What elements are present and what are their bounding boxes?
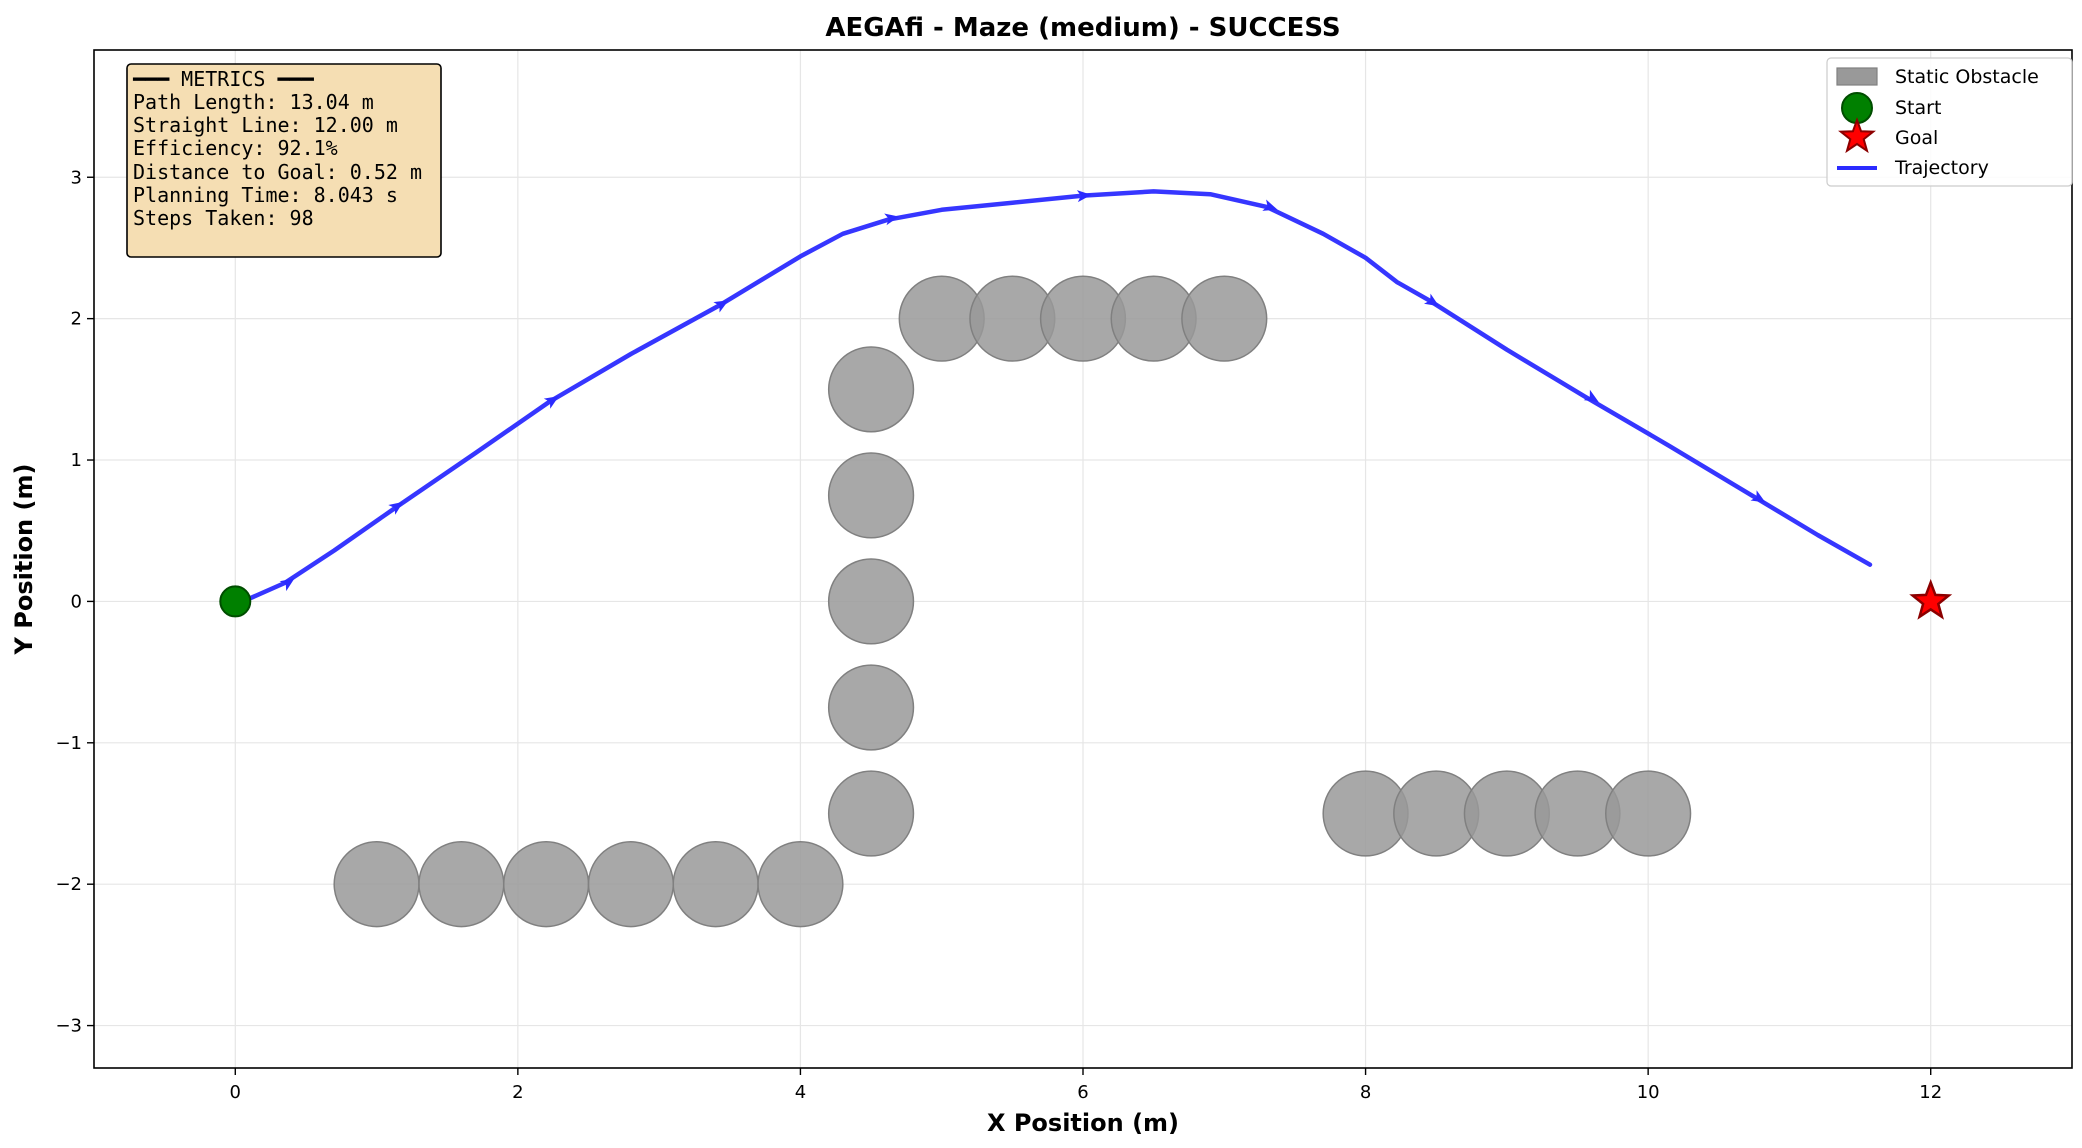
static-obstacle [757, 841, 844, 928]
metric-efficiency: Efficiency: 92.1% [133, 136, 338, 160]
static-obstacle [827, 346, 915, 433]
x-axis-label: X Position (m) [987, 1109, 1179, 1137]
trajectory-arrow-icon [1424, 293, 1440, 307]
x-axis-ticks: 0 2 4 6 8 10 12 [230, 1068, 1942, 1103]
goal-star-icon [1909, 578, 1953, 620]
trajectory-arrow-icon [713, 300, 729, 313]
metrics-heading: ━━━ METRICS ━━━ [132, 67, 315, 91]
metrics-box: ━━━ METRICS ━━━ Path Length: 13.04 m Str… [126, 63, 442, 258]
trajectory-series [247, 189, 1873, 601]
y-tick-label: 3 [71, 167, 82, 188]
y-tick-label: 0 [71, 591, 82, 612]
y-tick-label: −3 [55, 1016, 82, 1037]
x-tick-label: 10 [1637, 1082, 1660, 1103]
static-obstacle [827, 452, 915, 539]
legend-frame [1826, 57, 2073, 187]
y-tick-label: 1 [71, 450, 82, 471]
y-tick-label: −2 [55, 874, 82, 895]
chart-title: AEGAfi - Maze (medium) - SUCCESS [825, 13, 1340, 43]
static-obstacle [827, 770, 915, 857]
trajectory-arrow-icon [1750, 490, 1766, 503]
legend-swatch-obstacle [1836, 67, 1878, 86]
trajectory-arrow-icon [543, 396, 559, 409]
x-tick-label: 12 [1919, 1082, 1942, 1103]
static-obstacle [587, 841, 675, 928]
metric-path-length: Path Length: 13.04 m [133, 90, 374, 114]
x-tick-label: 2 [512, 1082, 523, 1103]
metric-planning-time: Planning Time: 8.043 s [133, 183, 398, 207]
x-tick-label: 0 [230, 1082, 241, 1103]
metrics-box-background [126, 63, 442, 258]
legend-label-goal: Goal [1895, 127, 1938, 149]
metric-straight-line: Straight Line: 12.00 m [133, 113, 398, 137]
trajectory-arrow-icon [388, 501, 404, 515]
legend: Static Obstacle Start Goal Trajectory [1826, 57, 2073, 187]
trajectory-arrow-icon [884, 213, 900, 226]
trajectory-arrow-icon [1262, 199, 1278, 211]
start-goal-markers [219, 578, 1953, 620]
y-axis-ticks: −3 −2 −1 0 1 2 3 [55, 167, 94, 1037]
static-obstacle [827, 664, 915, 751]
y-axis-label: Y Position (m) [10, 464, 38, 656]
static-obstacle [672, 841, 759, 928]
legend-label-trajectory: Trajectory [1894, 157, 1989, 179]
static-obstacles [333, 275, 1692, 928]
trajectory-arrow-icon [1076, 190, 1092, 203]
static-obstacle [333, 841, 420, 928]
legend-swatch-goal-star-icon [1838, 117, 1876, 154]
legend-label-obstacle: Static Obstacle [1895, 66, 2039, 88]
static-obstacle [1181, 275, 1268, 362]
trajectory-arrow-icon [1583, 389, 1599, 403]
metric-distance-to-goal: Distance to Goal: 0.52 m [133, 160, 422, 184]
static-obstacle [502, 841, 590, 928]
start-marker [219, 585, 252, 618]
x-tick-label: 4 [795, 1082, 806, 1103]
y-tick-label: 2 [71, 309, 82, 330]
legend-label-start: Start [1895, 97, 1941, 119]
x-tick-label: 6 [1077, 1082, 1088, 1103]
static-obstacle [827, 558, 915, 645]
metric-steps-taken: Steps Taken: 98 [133, 206, 314, 230]
static-obstacle [1605, 770, 1692, 857]
trajectory-arrow-icon [279, 578, 295, 592]
static-obstacle [418, 841, 505, 928]
y-tick-label: −1 [55, 733, 82, 754]
x-tick-label: 8 [1360, 1082, 1371, 1103]
